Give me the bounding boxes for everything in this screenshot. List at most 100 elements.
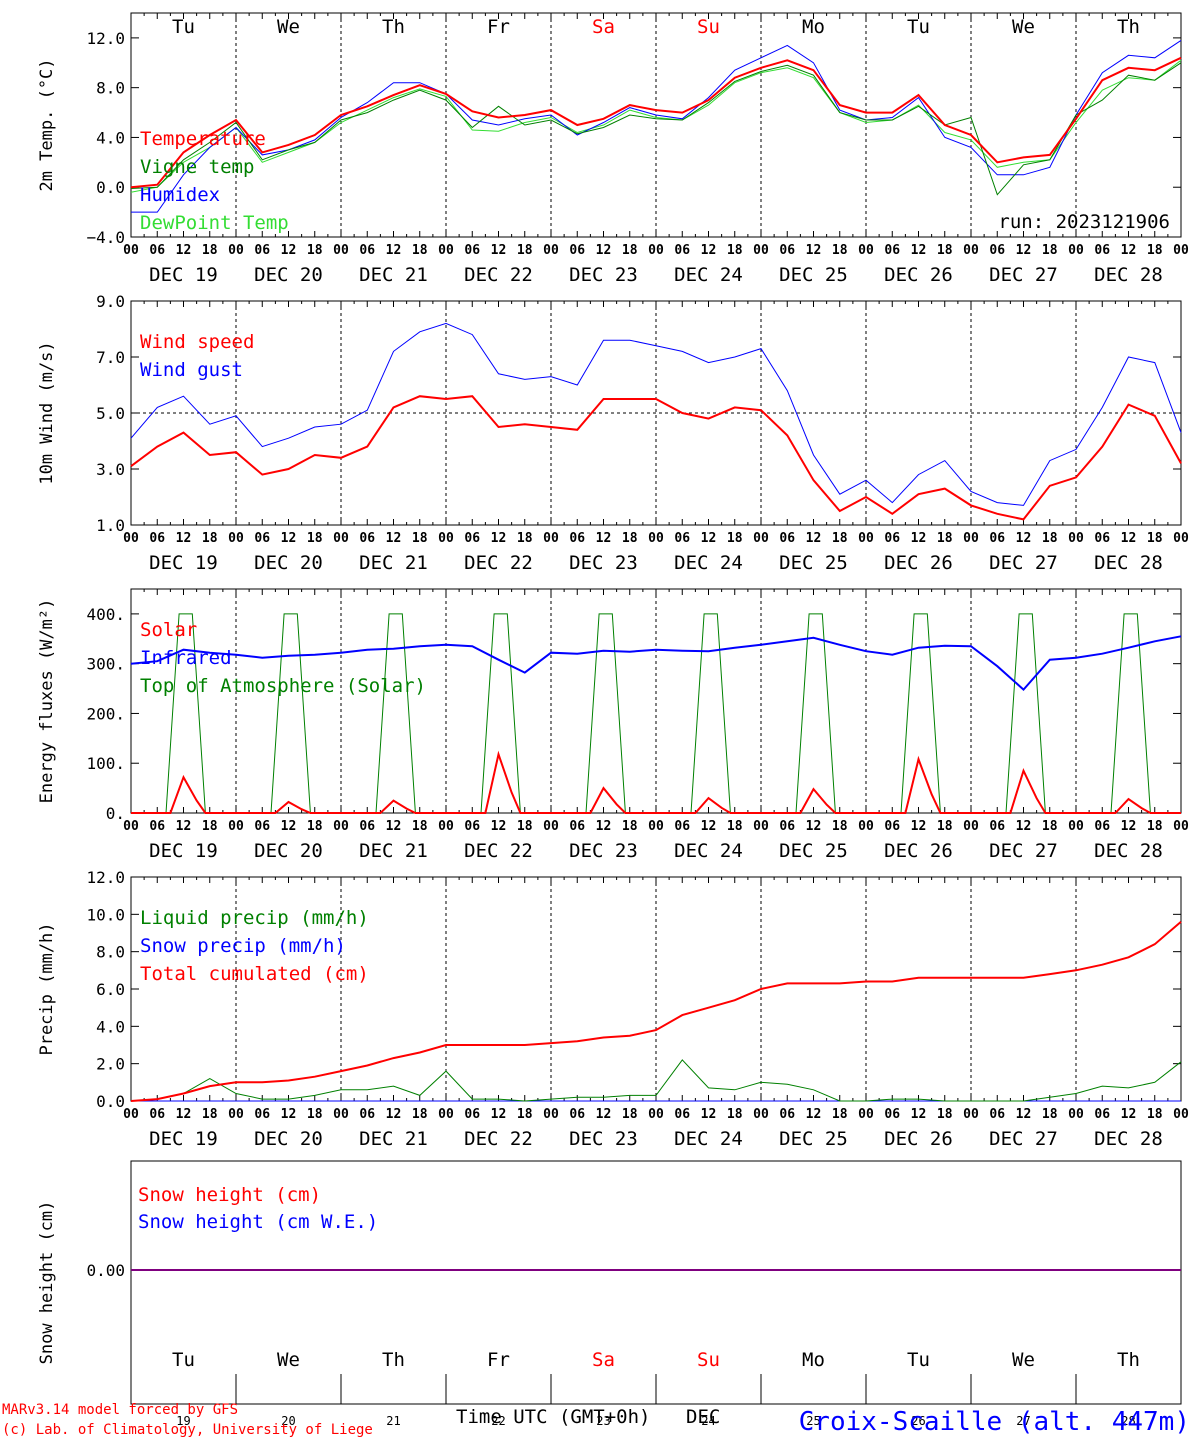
hour-tick-label: 18 xyxy=(937,819,953,834)
legend-entry: Liquid precip (mm/h) xyxy=(140,907,369,929)
hour-tick-label: 00 xyxy=(858,243,874,258)
date-label: DEC 28 xyxy=(1094,264,1163,286)
series-line xyxy=(130,395,1182,521)
run-label: run: 2023121906 xyxy=(998,211,1170,233)
series-line xyxy=(130,62,1182,196)
hour-tick-label: 06 xyxy=(674,1107,690,1122)
date-label: DEC 25 xyxy=(779,552,848,574)
hour-tick-label: 12 xyxy=(281,531,297,546)
hour-tick-label: 18 xyxy=(202,819,218,834)
hour-tick-label: 06 xyxy=(464,819,480,834)
date-label: DEC 21 xyxy=(359,552,428,574)
y-axis-label: Snow height (cm) xyxy=(37,1201,57,1365)
date-label: DEC 20 xyxy=(254,1128,323,1150)
hour-tick-label: 00 xyxy=(123,819,139,834)
date-label: DEC 26 xyxy=(884,552,953,574)
day-name: Tu xyxy=(907,16,930,38)
legend-entry: Snow height (cm) xyxy=(138,1184,321,1206)
hour-tick-label: 06 xyxy=(254,243,270,258)
hour-tick-label: 12 xyxy=(596,1107,612,1122)
hour-tick-label: 06 xyxy=(674,531,690,546)
hour-tick-label: 18 xyxy=(307,1107,323,1122)
hour-tick-label: 00 xyxy=(648,243,664,258)
y-tick-label: 0.0 xyxy=(96,1092,125,1111)
hour-tick-label: 12 xyxy=(176,1107,192,1122)
hour-tick-label: 18 xyxy=(832,819,848,834)
hour-tick-label: 18 xyxy=(1147,819,1163,834)
hour-tick-label: 00 xyxy=(1173,243,1189,258)
panel-4: 0.0 2.0 4.0 6.0 8.0 10.0 12.0 Precip (mm/h) Liqu… xyxy=(37,868,1182,1111)
hour-tick-label: 12 xyxy=(281,243,297,258)
y-tick-label: 5.0 xyxy=(96,404,125,423)
hour-tick-label: 12 xyxy=(176,819,192,834)
y-tick-label: 1.0 xyxy=(96,516,125,535)
hour-tick-label: 00 xyxy=(648,531,664,546)
hour-tick-label: 00 xyxy=(228,1107,244,1122)
date-label: DEC 21 xyxy=(359,264,428,286)
date-label: DEC 21 xyxy=(359,840,428,862)
hour-tick-label: 12 xyxy=(1121,819,1137,834)
legend-entry: Infrared xyxy=(140,647,232,669)
hour-tick-label: 00 xyxy=(123,1107,139,1122)
hour-tick-label: 12 xyxy=(701,531,717,546)
x-axis-unit: DEC xyxy=(686,1406,720,1428)
hour-tick-label: 18 xyxy=(412,531,428,546)
hour-tick-label: 12 xyxy=(1016,531,1032,546)
day-name: Fr xyxy=(487,16,510,38)
hour-tick-label: 12 xyxy=(176,531,192,546)
hour-tick-label: 06 xyxy=(254,819,270,834)
hour-tick-label: 18 xyxy=(1042,531,1058,546)
y-tick-label: 7.0 xyxy=(96,348,125,367)
date-label: DEC 25 xyxy=(779,264,848,286)
y-tick-label: 12.0 xyxy=(86,868,125,887)
y-tick-label: 6.0 xyxy=(96,980,125,999)
y-axis-label: 2m Temp. (°C) xyxy=(37,58,57,191)
legend-entry: Wind speed xyxy=(140,331,254,353)
legend-entry: Total cumulated (cm) xyxy=(140,963,369,985)
hour-tick-label: 06 xyxy=(884,243,900,258)
hour-tick-label: 12 xyxy=(596,531,612,546)
bottom-day-label: 25 xyxy=(806,1414,820,1428)
hour-tick-label: 18 xyxy=(307,243,323,258)
hour-tick-label: 18 xyxy=(412,1107,428,1122)
date-label: DEC 20 xyxy=(254,552,323,574)
series-line xyxy=(130,322,1182,506)
hour-tick-label: 00 xyxy=(858,531,874,546)
hour-tick-label: 12 xyxy=(806,243,822,258)
day-name: Su xyxy=(697,16,720,38)
panel-1: −4.0 0.0 4.0 8.0 12.0 2m Temp. (°C) Tu We Th Fr Sa… xyxy=(37,12,1182,247)
credit-line-2: (c) Lab. of Climatology, University of L… xyxy=(2,1422,373,1438)
hour-tick-label: 00 xyxy=(333,1107,349,1122)
day-name: Su xyxy=(697,1349,720,1371)
hour-tick-label: 00 xyxy=(228,531,244,546)
hour-tick-label: 18 xyxy=(307,819,323,834)
hour-tick-label: 12 xyxy=(491,819,507,834)
date-label: DEC 23 xyxy=(569,840,638,862)
y-tick-label: 0. xyxy=(106,804,125,823)
date-label: DEC 28 xyxy=(1094,840,1163,862)
day-name: Fr xyxy=(487,1349,510,1371)
hour-tick-label: 00 xyxy=(543,819,559,834)
hour-tick-label: 18 xyxy=(1147,243,1163,258)
hour-tick-label: 18 xyxy=(517,819,533,834)
hour-tick-label: 12 xyxy=(176,243,192,258)
bottom-day-label: 23 xyxy=(596,1414,610,1428)
hour-tick-label: 18 xyxy=(1147,1107,1163,1122)
y-tick-label: 2.0 xyxy=(96,1055,125,1074)
station-name: Croix-Scaille (alt. 447m) xyxy=(799,1407,1190,1437)
x-axis-labels-1: 00 06 12 18 00 06 12 18 00 06 12 18 00 06 12 18 00 06 12 18… xyxy=(123,243,1189,286)
hour-tick-label: 06 xyxy=(1094,531,1110,546)
hour-tick-label: 00 xyxy=(1173,531,1189,546)
date-label: DEC 26 xyxy=(884,264,953,286)
hour-tick-label: 06 xyxy=(779,1107,795,1122)
y-tick-label: 200. xyxy=(86,704,125,723)
hour-tick-label: 06 xyxy=(254,531,270,546)
hour-tick-label: 00 xyxy=(1173,819,1189,834)
hour-tick-label: 00 xyxy=(333,531,349,546)
y-tick-label: 8.0 xyxy=(96,79,125,98)
hour-tick-label: 06 xyxy=(359,243,375,258)
date-label: DEC 24 xyxy=(674,1128,743,1150)
hour-tick-label: 06 xyxy=(359,1107,375,1122)
hour-tick-label: 18 xyxy=(832,243,848,258)
y-tick-label: 3.0 xyxy=(96,460,125,479)
